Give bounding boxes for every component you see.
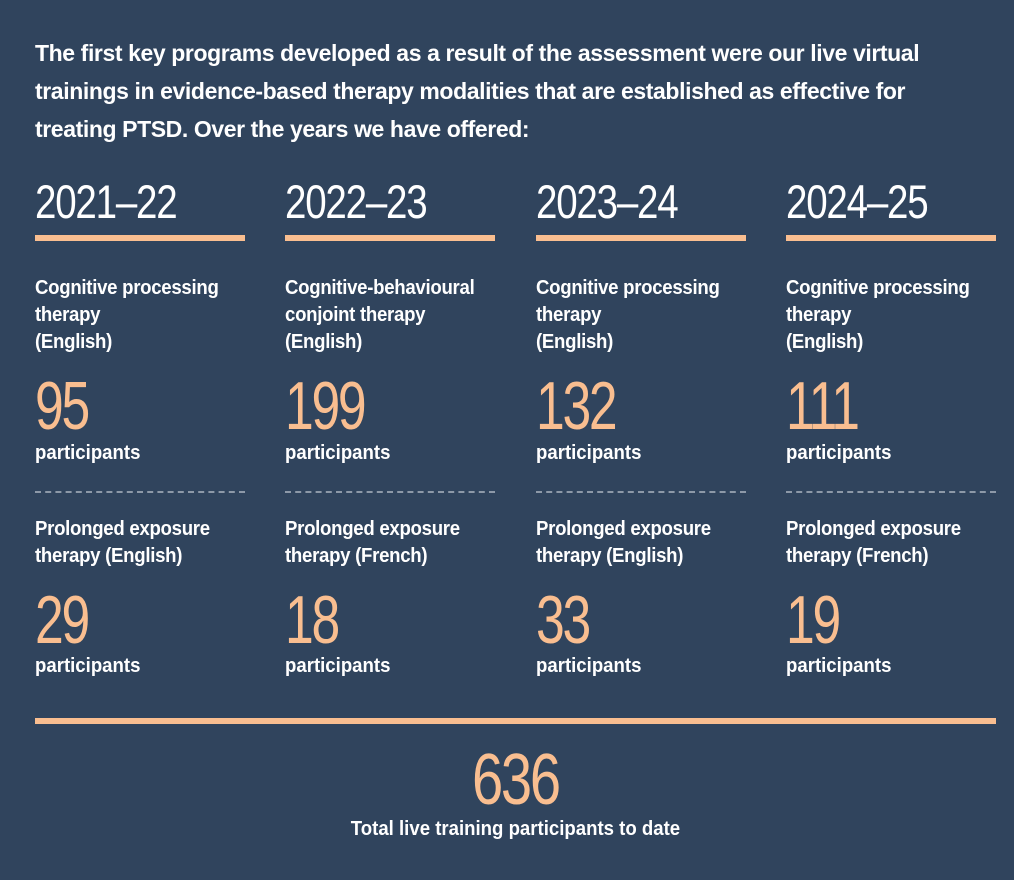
- participant-count: 29: [35, 582, 90, 658]
- year-underline: [536, 235, 746, 241]
- participant-count: 18: [285, 582, 340, 658]
- participant-count: 111: [786, 368, 860, 444]
- program-name: Prolonged exposure therapy (French): [786, 518, 961, 567]
- participants-label: participants: [35, 655, 141, 677]
- participant-count: 95: [35, 368, 90, 444]
- participant-count: 33: [536, 582, 591, 658]
- year-column-2022-23: 2022–23 Cognitive-behavioural conjoint t…: [285, 170, 495, 677]
- year-heading: 2022–23: [285, 175, 428, 228]
- participant-count: 19: [786, 582, 841, 658]
- program-name: Cognitive processing therapy (English): [536, 277, 720, 353]
- participants-label: participants: [285, 655, 391, 677]
- total-participant-count: 636: [472, 740, 561, 820]
- participant-count: 199: [285, 368, 367, 444]
- program-name: Cognitive processing therapy (English): [786, 277, 970, 353]
- intro-paragraph: The first key programs developed as a re…: [35, 40, 920, 142]
- program-name: Prolonged exposure therapy (French): [285, 518, 460, 567]
- participants-label: participants: [786, 655, 892, 677]
- participant-count: 132: [536, 368, 618, 444]
- year-underline: [786, 235, 996, 241]
- dashed-divider: [536, 491, 746, 493]
- year-underline: [285, 235, 495, 241]
- program-name: Cognitive-behavioural conjoint therapy (…: [285, 277, 475, 353]
- participants-label: participants: [285, 442, 391, 464]
- total-divider: [35, 718, 996, 724]
- program-name: Prolonged exposure therapy (English): [536, 518, 711, 567]
- participants-label: participants: [786, 442, 892, 464]
- dashed-divider: [285, 491, 495, 493]
- participants-label: participants: [536, 655, 642, 677]
- year-column-2023-24: 2023–24 Cognitive processing therapy (En…: [536, 170, 746, 677]
- year-heading: 2024–25: [786, 175, 929, 228]
- year-column-2024-25: 2024–25 Cognitive processing therapy (En…: [786, 170, 996, 677]
- total-participants-label: Total live training participants to date: [350, 818, 681, 840]
- participants-label: participants: [35, 442, 141, 464]
- program-name: Cognitive processing therapy (English): [35, 277, 219, 353]
- year-column-2021-22: 2021–22 Cognitive processing therapy (En…: [35, 170, 245, 677]
- program-name: Prolonged exposure therapy (English): [35, 518, 210, 567]
- dashed-divider: [35, 491, 245, 493]
- participants-label: participants: [536, 442, 642, 464]
- year-heading: 2021–22: [35, 175, 178, 228]
- year-underline: [35, 235, 245, 241]
- year-heading: 2023–24: [536, 175, 679, 228]
- dashed-divider: [786, 491, 996, 493]
